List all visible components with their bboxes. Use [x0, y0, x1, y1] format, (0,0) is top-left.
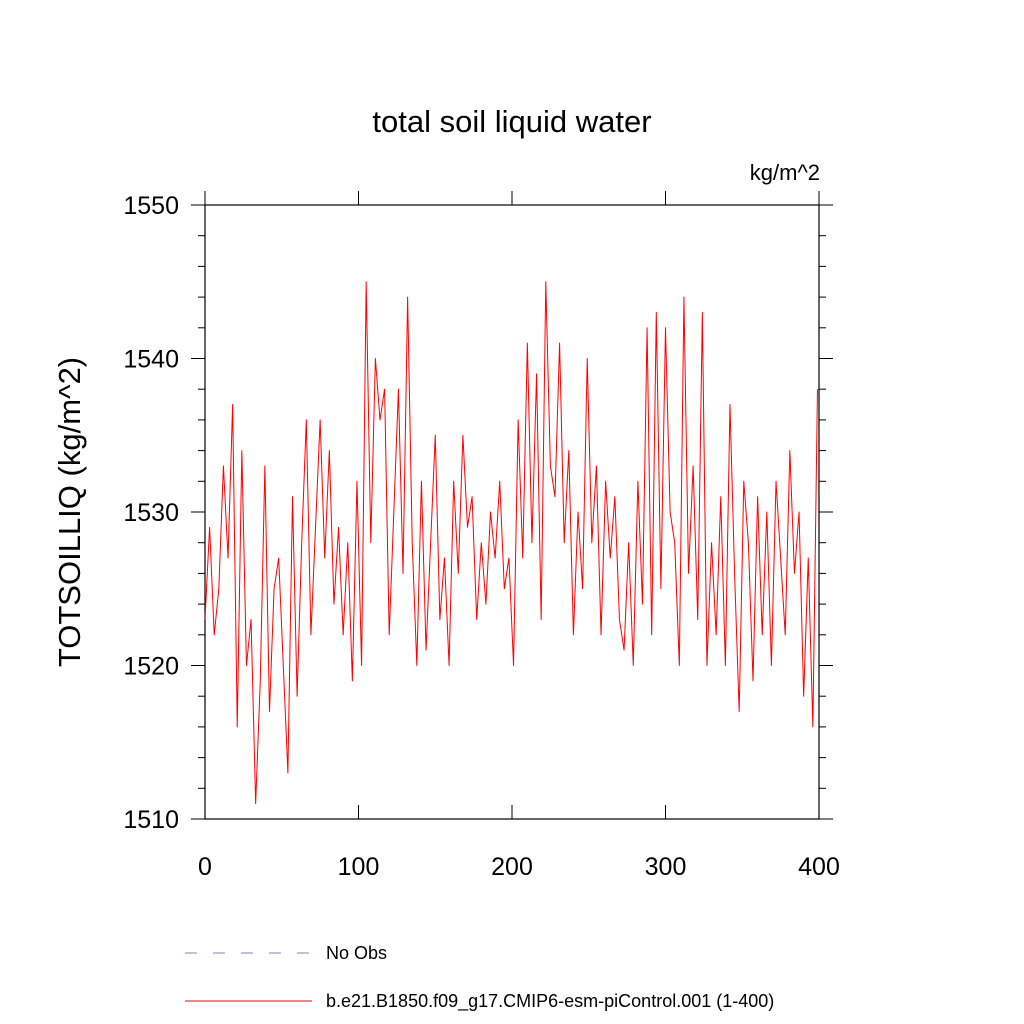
legend-label-model-run: b.e21.B1850.f09_g17.CMIP6-esm-piControl.…	[326, 991, 774, 1012]
legend-entry-model-run: b.e21.B1850.f09_g17.CMIP6-esm-piControl.…	[185, 991, 774, 1012]
y-tick-label: 1510	[123, 806, 179, 834]
series-line-1	[204, 281, 818, 805]
x-tick-label: 100	[338, 853, 380, 881]
x-tick-label: 400	[798, 853, 840, 881]
y-tick-label: 1520	[123, 653, 179, 681]
y-axis-label: TOTSOILLIQ (kg/m^2)	[52, 357, 87, 667]
legend-label-no-obs: No Obs	[326, 943, 387, 963]
x-tick-label: 200	[491, 853, 533, 881]
x-axis-tick-labels: 0 100 200 300 400	[198, 853, 840, 881]
legend-entry-no-obs: No Obs	[185, 943, 387, 963]
y-tick-label: 1550	[123, 192, 179, 220]
x-tick-label: 0	[198, 853, 212, 881]
y-tick-label: 1530	[123, 499, 179, 527]
plot-frame	[204, 204, 820, 820]
plot-area: 0 100 200 300 400 1510 1520 1530 1540 1550	[123, 191, 840, 881]
y-axis-tick-labels: 1510 1520 1530 1540 1550	[123, 192, 179, 834]
y-axis-ticks	[191, 204, 833, 820]
chart-title: total soil liquid water	[372, 104, 651, 139]
y-tick-label: 1540	[123, 346, 179, 374]
legend: No Obs b.e21.B1850.f09_g17.CMIP6-esm-piC…	[185, 943, 774, 1012]
x-tick-label: 300	[645, 853, 687, 881]
units-label: kg/m^2	[750, 160, 820, 185]
x-axis-ticks	[204, 191, 820, 819]
series-layer	[204, 281, 818, 805]
